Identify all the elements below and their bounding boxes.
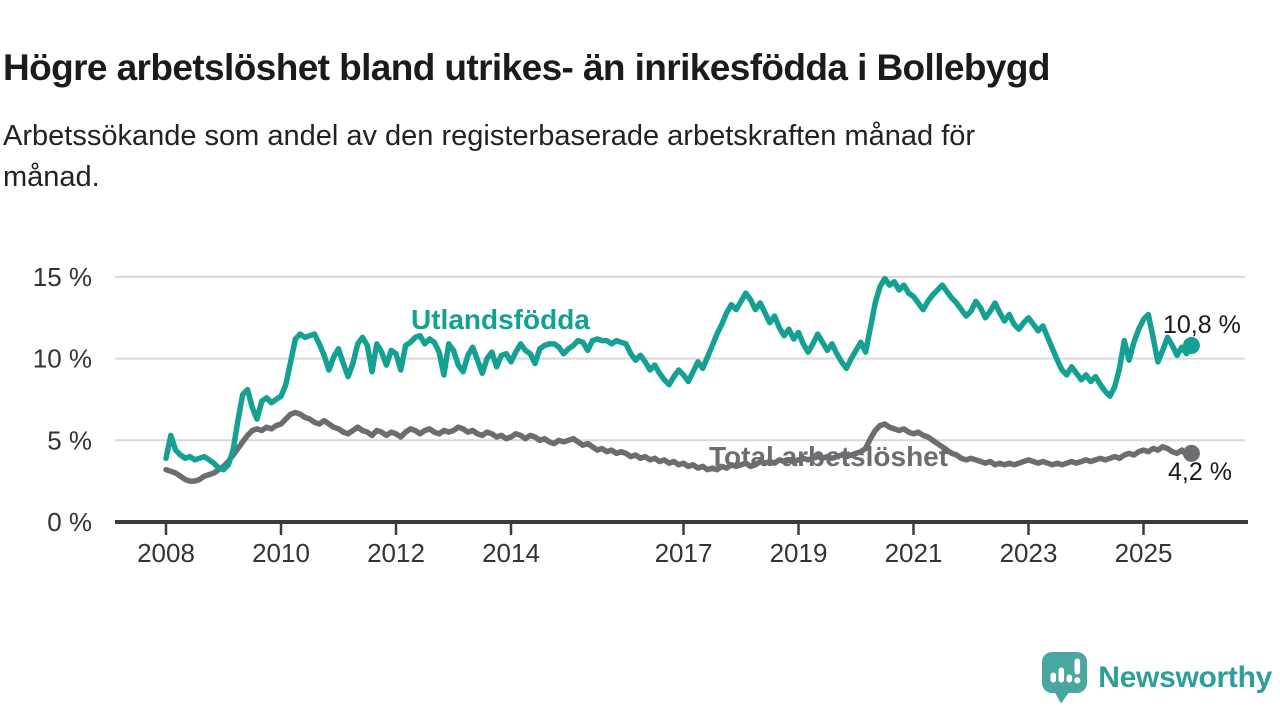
page-subtitle: Arbetssökande som andel av den registerb…: [3, 116, 1203, 198]
newsworthy-brand: Newsworthy: [1041, 651, 1272, 704]
x-axis-label-2025: 2025: [1115, 538, 1173, 568]
series-line-utlandsf-dda: [163, 275, 1195, 473]
series-end-value-total-arbetsl-shet: 4,2 %: [1168, 458, 1232, 486]
y-axis-label-10: 10 %: [33, 344, 92, 374]
newsworthy-speech-bubble-bar-chart-icon: [1042, 652, 1088, 704]
x-axis-label-2012: 2012: [367, 538, 425, 568]
x-axis-label-2017: 2017: [655, 538, 713, 568]
y-axis-label-15: 15 %: [33, 262, 92, 292]
series-line-total-arbetsl-shet: [163, 409, 1195, 484]
series-label-utlandsf-dda: Utlandsfödda: [411, 304, 590, 335]
x-axis-label-2019: 2019: [770, 538, 828, 568]
series-end-dot-utlandsf-dda: [1182, 337, 1200, 355]
page-title: Högre arbetslöshet bland utrikes- än inr…: [3, 46, 1050, 88]
y-axis-label-5: 5 %: [47, 425, 92, 455]
y-axis-label-0: 0 %: [47, 507, 92, 537]
x-axis-label-2008: 2008: [137, 538, 195, 568]
subtitle-line-1: Arbetssökande som andel av den registerb…: [3, 120, 976, 152]
newsworthy-wordmark: Newsworthy: [1098, 660, 1272, 694]
x-axis-label-2023: 2023: [1000, 538, 1058, 568]
series-end-dot-total-arbetsl-shet: [1182, 444, 1200, 462]
subtitle-line-2: månad.: [3, 161, 100, 194]
x-axis-label-2021: 2021: [885, 538, 943, 568]
series-end-value-utlandsf-dda: 10,8 %: [1163, 311, 1241, 339]
x-axis-label-2014: 2014: [482, 538, 540, 568]
x-axis-label-2010: 2010: [252, 538, 310, 568]
series-label-total-arbetsl-shet: Total arbetslöshet: [709, 441, 948, 472]
